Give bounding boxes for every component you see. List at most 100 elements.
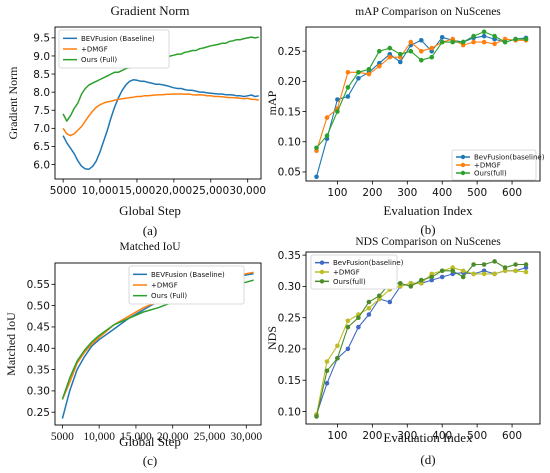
data-point-s2-4 [345,70,351,75]
data-point-s2-10 [408,39,414,45]
figure-caption: (b) [420,222,435,237]
y-tick-label: 0.15 [278,375,301,387]
y-tick-label: 0.50 [27,300,50,312]
legend-entry-1: BevFusion(baseline) [474,154,545,162]
x-tick-label: 200 [362,430,382,442]
y-tick-label: 0.25 [27,407,50,419]
data-point-s1-5 [356,324,361,330]
data-point-s3-12 [429,274,435,280]
data-point-s1-11 [419,38,424,43]
data-point-s1-6 [366,312,372,317]
x-axis-label: Evaluation Index [383,203,473,218]
y-tick-label: 0.35 [278,250,301,262]
legend-box [58,29,170,69]
data-point-s3-13 [439,39,445,45]
data-point-s3-3 [335,109,340,114]
data-point-s3-19 [502,39,508,45]
data-point-s1-13 [439,35,445,40]
axes-frame [54,26,262,180]
data-point-s3-2 [324,368,330,374]
data-point-s3-6 [366,299,372,305]
data-point-s3-12 [429,54,435,60]
legend-entry-3: Ours(full) [333,278,366,286]
legend-marker-2 [460,162,466,168]
data-point-s2-16 [471,271,476,277]
data-point-s2-7 [377,64,382,69]
axes-frame [54,262,262,426]
x-tick-label: 5000 [51,431,74,443]
data-point-s3-19 [502,265,508,270]
data-point-s1-2 [324,381,330,386]
x-axis-label: Global Step [119,434,181,449]
data-point-s3-16 [471,33,476,39]
data-point-s3-7 [377,293,382,299]
data-point-s1-5 [356,76,361,81]
data-point-s3-14 [450,39,456,45]
y-tick-label: 0.20 [278,344,301,356]
data-point-s3-6 [366,67,372,72]
data-point-s3-20 [513,36,518,42]
x-tick-label: 100 [327,187,347,199]
x-tick-label: 30,000 [230,431,262,443]
legend-marker-3 [319,279,325,284]
data-point-s3-4 [345,324,351,330]
data-point-s3-15 [460,274,466,280]
data-point-s1-13 [439,274,445,280]
legend-entry-3: Ours (Full) [81,56,117,64]
y-tick-label: 0.15 [278,106,301,118]
x-tick-label: 10,000 [83,431,115,443]
data-point-s1-9 [398,59,403,65]
data-point-s1-4 [345,346,351,352]
x-tick-label: 20,000 [155,185,192,197]
panel-matched-iou: 5000 10,000 15,000 20,000 25,000 30,000 0.25 0.… [4,241,262,468]
y-tick-label: 0.10 [278,137,301,149]
data-point-s3-18 [492,259,497,264]
y-tick-label: 9.5 [33,33,50,45]
legend-entry-2: +DMGF [333,269,360,277]
data-point-s3-10 [408,48,414,54]
y-tick-label: 0.25 [278,46,301,58]
data-point-s3-20 [513,262,518,267]
data-point-s2-17 [481,271,487,277]
legend-box [310,254,398,290]
data-point-s3-21 [523,262,529,267]
figure-caption: (d) [420,452,435,467]
x-axis-label: Global Step [119,203,181,218]
y-tick-label: 0.20 [278,76,301,88]
data-point-s3-9 [398,281,403,286]
data-point-s3-5 [356,70,361,75]
legend-marker-2 [319,269,325,275]
y-tick-label: 0.55 [27,279,50,291]
legend-entry-2: +DMGF [151,282,178,290]
x-tick-label: 25,000 [194,431,226,443]
x-axis-label: Evaluation Index [383,430,473,445]
x-tick-label: 300 [397,430,417,442]
x-tick-label: 200 [362,187,382,199]
y-tick-label: 0.35 [27,364,50,376]
legend-entry-2: +DMGF [474,162,501,170]
data-point-s2-17 [481,39,487,45]
data-point-s2-12 [429,45,435,51]
data-point-s3-1 [314,414,319,419]
y-tick-label: 0.05 [278,167,301,179]
data-point-s3-4 [345,85,351,90]
data-point-s3-18 [492,33,497,39]
y-tick-label: 0.40 [27,343,50,355]
data-point-s2-11 [419,281,424,286]
data-point-s3-9 [398,51,403,57]
data-point-s3-1 [314,145,319,151]
data-point-s1-17 [481,33,487,39]
data-point-s2-2 [324,359,330,364]
legend-marker-1 [319,260,325,265]
data-point-s3-5 [356,315,361,321]
legend-entry-3: Ours (Full) [151,292,187,300]
data-point-s2-18 [492,41,497,47]
y-tick-label: 0.30 [278,281,301,293]
chart-title: mAP Comparison on NuScenes [355,6,501,18]
data-point-s3-17 [481,262,487,267]
chart-title: Gradient Norm [110,3,189,18]
data-point-s1-4 [345,94,351,99]
data-point-s2-4 [345,318,351,324]
y-tick-label: 0.10 [278,406,301,418]
chart-title: NDS Comparison on NuScenes [355,236,501,248]
